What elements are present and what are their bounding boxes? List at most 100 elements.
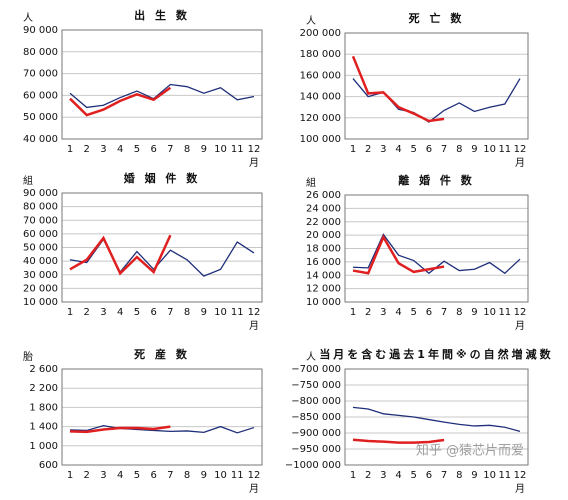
x-tick-label: 7 bbox=[441, 144, 447, 155]
y-tick-label: 22 000 bbox=[306, 217, 341, 228]
x-tick-label: 11 bbox=[231, 470, 244, 481]
x-tick-label: 8 bbox=[184, 470, 190, 481]
unit-label: 組 bbox=[23, 174, 33, 187]
y-tick-label: 100 000 bbox=[300, 134, 341, 145]
x-tick-label: 9 bbox=[201, 144, 207, 155]
y-tick-label: 200 000 bbox=[300, 28, 341, 39]
x-tick-label: 1 bbox=[350, 470, 356, 481]
chart-title: 死 産 数 bbox=[134, 347, 190, 361]
x-tick-label: 7 bbox=[167, 144, 173, 155]
x-tick-label: 1 bbox=[350, 307, 356, 318]
y-tick-label: −1000 000 bbox=[285, 460, 341, 471]
y-tick-label: 70 000 bbox=[23, 215, 58, 226]
series-line bbox=[69, 424, 255, 434]
x-tick-label: 1 bbox=[67, 307, 73, 318]
x-tick-label: 10 bbox=[483, 144, 496, 155]
x-tick-label: 2 bbox=[365, 307, 371, 318]
x-tick-label: 6 bbox=[426, 307, 432, 318]
x-tick-label: 8 bbox=[184, 307, 190, 318]
y-tick-label: 20 000 bbox=[23, 283, 58, 294]
x-tick-label: 6 bbox=[150, 144, 156, 155]
plot-frame bbox=[61, 29, 263, 140]
x-tick-label: 2 bbox=[365, 144, 371, 155]
x-tick-label: 3 bbox=[100, 307, 106, 318]
x-axis-label: 月 bbox=[249, 320, 259, 332]
x-axis-label: 月 bbox=[249, 157, 259, 169]
unit-label: 人 bbox=[306, 351, 316, 363]
y-tick-label: −750 000 bbox=[291, 380, 341, 391]
y-tick-label: 10 000 bbox=[23, 297, 58, 308]
chart-title: 婚 姻 件 数 bbox=[124, 171, 201, 185]
y-tick-label: 90 000 bbox=[23, 25, 58, 36]
x-tick-label: 11 bbox=[498, 307, 511, 318]
y-tick-label: 12 000 bbox=[306, 284, 341, 295]
x-tick-label: 9 bbox=[201, 307, 207, 318]
x-tick-label: 10 bbox=[483, 307, 496, 318]
unit-label: 組 bbox=[306, 176, 316, 189]
x-tick-label: 6 bbox=[426, 144, 432, 155]
x-tick-label: 3 bbox=[380, 307, 386, 318]
chart-title: 離 婚 件 数 bbox=[398, 173, 475, 187]
x-tick-label: 4 bbox=[117, 144, 123, 155]
x-tick-label: 8 bbox=[456, 470, 462, 481]
y-tick-label: 30 000 bbox=[23, 270, 58, 281]
x-tick-label: 1 bbox=[350, 144, 356, 155]
x-tick-label: 4 bbox=[395, 470, 401, 481]
x-axis-label: 月 bbox=[249, 483, 259, 495]
x-tick-label: 7 bbox=[167, 307, 173, 318]
y-tick-label: 1 800 bbox=[29, 402, 58, 413]
plot-frame bbox=[344, 368, 529, 466]
chart-title: 死 亡 数 bbox=[409, 11, 465, 25]
x-tick-label: 5 bbox=[134, 144, 140, 155]
series-line bbox=[69, 86, 172, 117]
chart-title: 当月を含む過去1年間※の自然増減数 bbox=[319, 347, 553, 361]
y-tick-label: 120 000 bbox=[300, 113, 341, 124]
x-tick-label: 11 bbox=[231, 144, 244, 155]
x-tick-label: 10 bbox=[214, 470, 227, 481]
y-tick-label: 80 000 bbox=[23, 202, 58, 213]
x-tick-label: 2 bbox=[84, 307, 90, 318]
x-tick-label: 3 bbox=[100, 470, 106, 481]
x-tick-label: 8 bbox=[456, 144, 462, 155]
series-line bbox=[352, 438, 445, 444]
x-tick-label: 5 bbox=[134, 307, 140, 318]
unit-label: 人 bbox=[306, 15, 316, 27]
x-tick-label: 9 bbox=[471, 144, 477, 155]
y-tick-label: 14 000 bbox=[306, 270, 341, 281]
y-tick-label: 2 600 bbox=[29, 364, 58, 375]
y-tick-label: 80 000 bbox=[23, 47, 58, 58]
series-line bbox=[352, 234, 445, 275]
y-tick-label: 50 000 bbox=[23, 112, 58, 123]
y-tick-label: 180 000 bbox=[300, 49, 341, 60]
y-tick-label: 20 000 bbox=[306, 230, 341, 241]
x-tick-label: 9 bbox=[471, 307, 477, 318]
x-tick-label: 4 bbox=[117, 307, 123, 318]
y-tick-label: 10 000 bbox=[306, 297, 341, 308]
y-tick-label: 1 000 bbox=[29, 441, 58, 452]
x-tick-label: 10 bbox=[214, 307, 227, 318]
x-tick-label: 6 bbox=[426, 470, 432, 481]
x-tick-label: 1 bbox=[67, 144, 73, 155]
y-tick-label: 40 000 bbox=[23, 256, 58, 267]
x-tick-label: 9 bbox=[201, 470, 207, 481]
x-tick-label: 10 bbox=[483, 470, 496, 481]
x-tick-label: 6 bbox=[150, 307, 156, 318]
y-tick-label: 18 000 bbox=[306, 244, 341, 255]
x-axis-label: 月 bbox=[515, 157, 525, 169]
x-tick-label: 6 bbox=[150, 470, 156, 481]
series-line bbox=[352, 78, 521, 123]
x-tick-label: 3 bbox=[100, 144, 106, 155]
x-tick-label: 7 bbox=[441, 307, 447, 318]
x-tick-label: 11 bbox=[498, 144, 511, 155]
x-tick-label: 12 bbox=[248, 307, 261, 318]
x-tick-label: 2 bbox=[84, 144, 90, 155]
plot-frame bbox=[344, 32, 529, 140]
x-tick-label: 11 bbox=[231, 307, 244, 318]
x-tick-label: 5 bbox=[411, 307, 417, 318]
x-tick-label: 2 bbox=[365, 470, 371, 481]
y-tick-label: −950 000 bbox=[291, 444, 341, 455]
x-tick-label: 1 bbox=[67, 470, 73, 481]
y-tick-label: 600 bbox=[39, 460, 58, 471]
y-tick-label: 16 000 bbox=[306, 257, 341, 268]
